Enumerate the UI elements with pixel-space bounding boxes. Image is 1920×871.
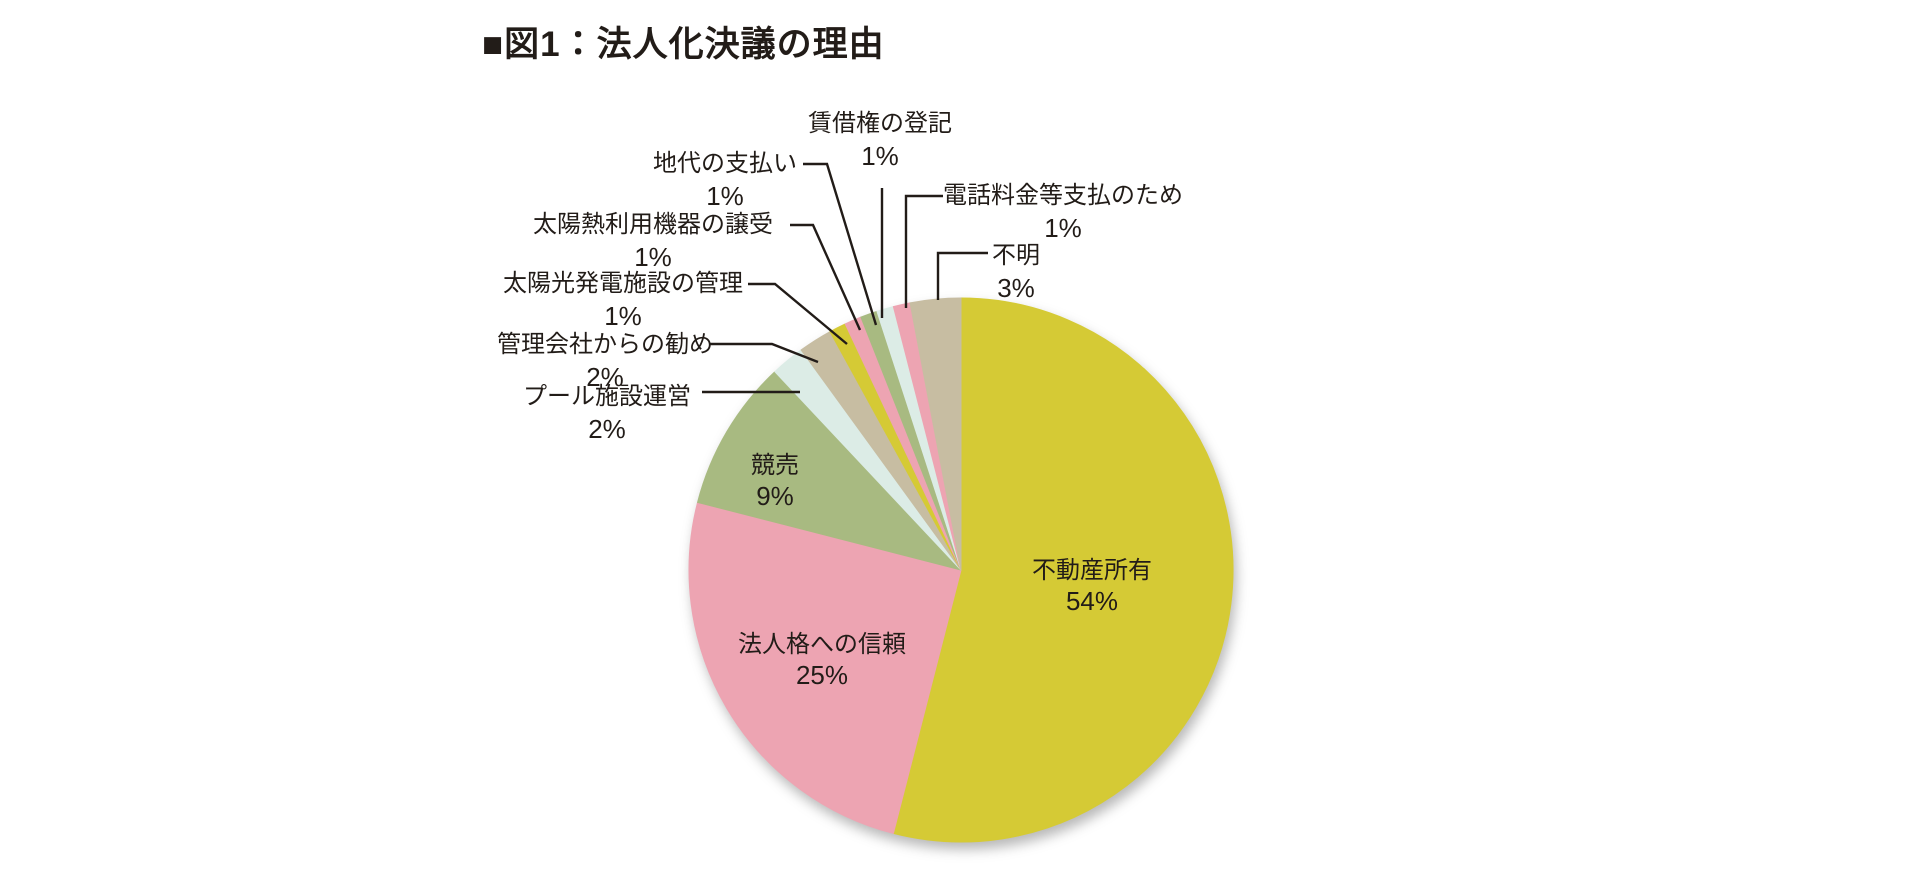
slice-label-percent: 1% [861, 141, 899, 171]
slice-label-percent: 2% [586, 362, 624, 392]
slice-label-name: 法人格への信頼 [738, 631, 906, 658]
slice-label: 賃借権の登記 1% [808, 107, 952, 173]
slice-label-percent: 1% [604, 301, 642, 331]
figure-title: ■図1：法人化決議の理由 [482, 25, 885, 64]
slice-label-name: 太陽熱利用機器の譲受 [533, 211, 773, 238]
leader-line [790, 223, 862, 331]
slice-label-percent: 9% [756, 481, 794, 511]
slice-label: プール施設運営 2% [523, 380, 691, 446]
slice-label: 地代の支払い 1% [653, 147, 797, 213]
slice-label: 不明 3% [992, 239, 1040, 305]
slice-label: 競売 9% [751, 450, 799, 512]
slice-label: 電話料金等支払のため 1% [943, 179, 1183, 245]
slice-label: 不動産所有 54% [1032, 555, 1152, 617]
pie-slice [688, 501, 962, 834]
leader-line [904, 194, 943, 308]
slice-label-name: 地代の支払い [653, 150, 797, 177]
slice-label-name: 太陽光発電施設の管理 [503, 270, 743, 297]
leader-line [803, 162, 878, 326]
slice-label-name: 不明 [992, 242, 1040, 269]
slice-label-percent: 1% [706, 181, 744, 211]
slice-label: 法人格への信頼 25% [738, 629, 906, 691]
pie-slices [688, 297, 1234, 843]
pie-slice [909, 297, 962, 571]
slice-label-name: 管理会社からの勧め [497, 331, 713, 358]
slice-label-percent: 1% [634, 242, 672, 272]
slice-label-percent: 3% [997, 273, 1035, 303]
slice-label-name: 電話料金等支払のため [943, 182, 1183, 209]
slice-label-name: 賃借権の登記 [808, 110, 952, 137]
slice-label-name: プール施設運営 [523, 383, 691, 410]
slice-label: 太陽熱利用機器の譲受 1% [533, 208, 773, 274]
slice-label-percent: 2% [588, 414, 626, 444]
pie-slice [892, 297, 1234, 843]
leader-lines [702, 162, 988, 394]
leader-line [710, 342, 819, 364]
slice-label-name: 競売 [751, 452, 799, 479]
slice-label-percent: 54% [1065, 586, 1119, 616]
slice-label-percent: 1% [1044, 213, 1082, 243]
leader-line [748, 282, 848, 345]
slice-label-percent: 25% [795, 660, 849, 690]
slice-label: 太陽光発電施設の管理 1% [503, 267, 743, 333]
slice-label-name: 不動産所有 [1032, 557, 1152, 584]
slice-label: 管理会社からの勧め 2% [497, 328, 713, 394]
leader-line [936, 251, 988, 300]
pie-slice [697, 371, 962, 571]
